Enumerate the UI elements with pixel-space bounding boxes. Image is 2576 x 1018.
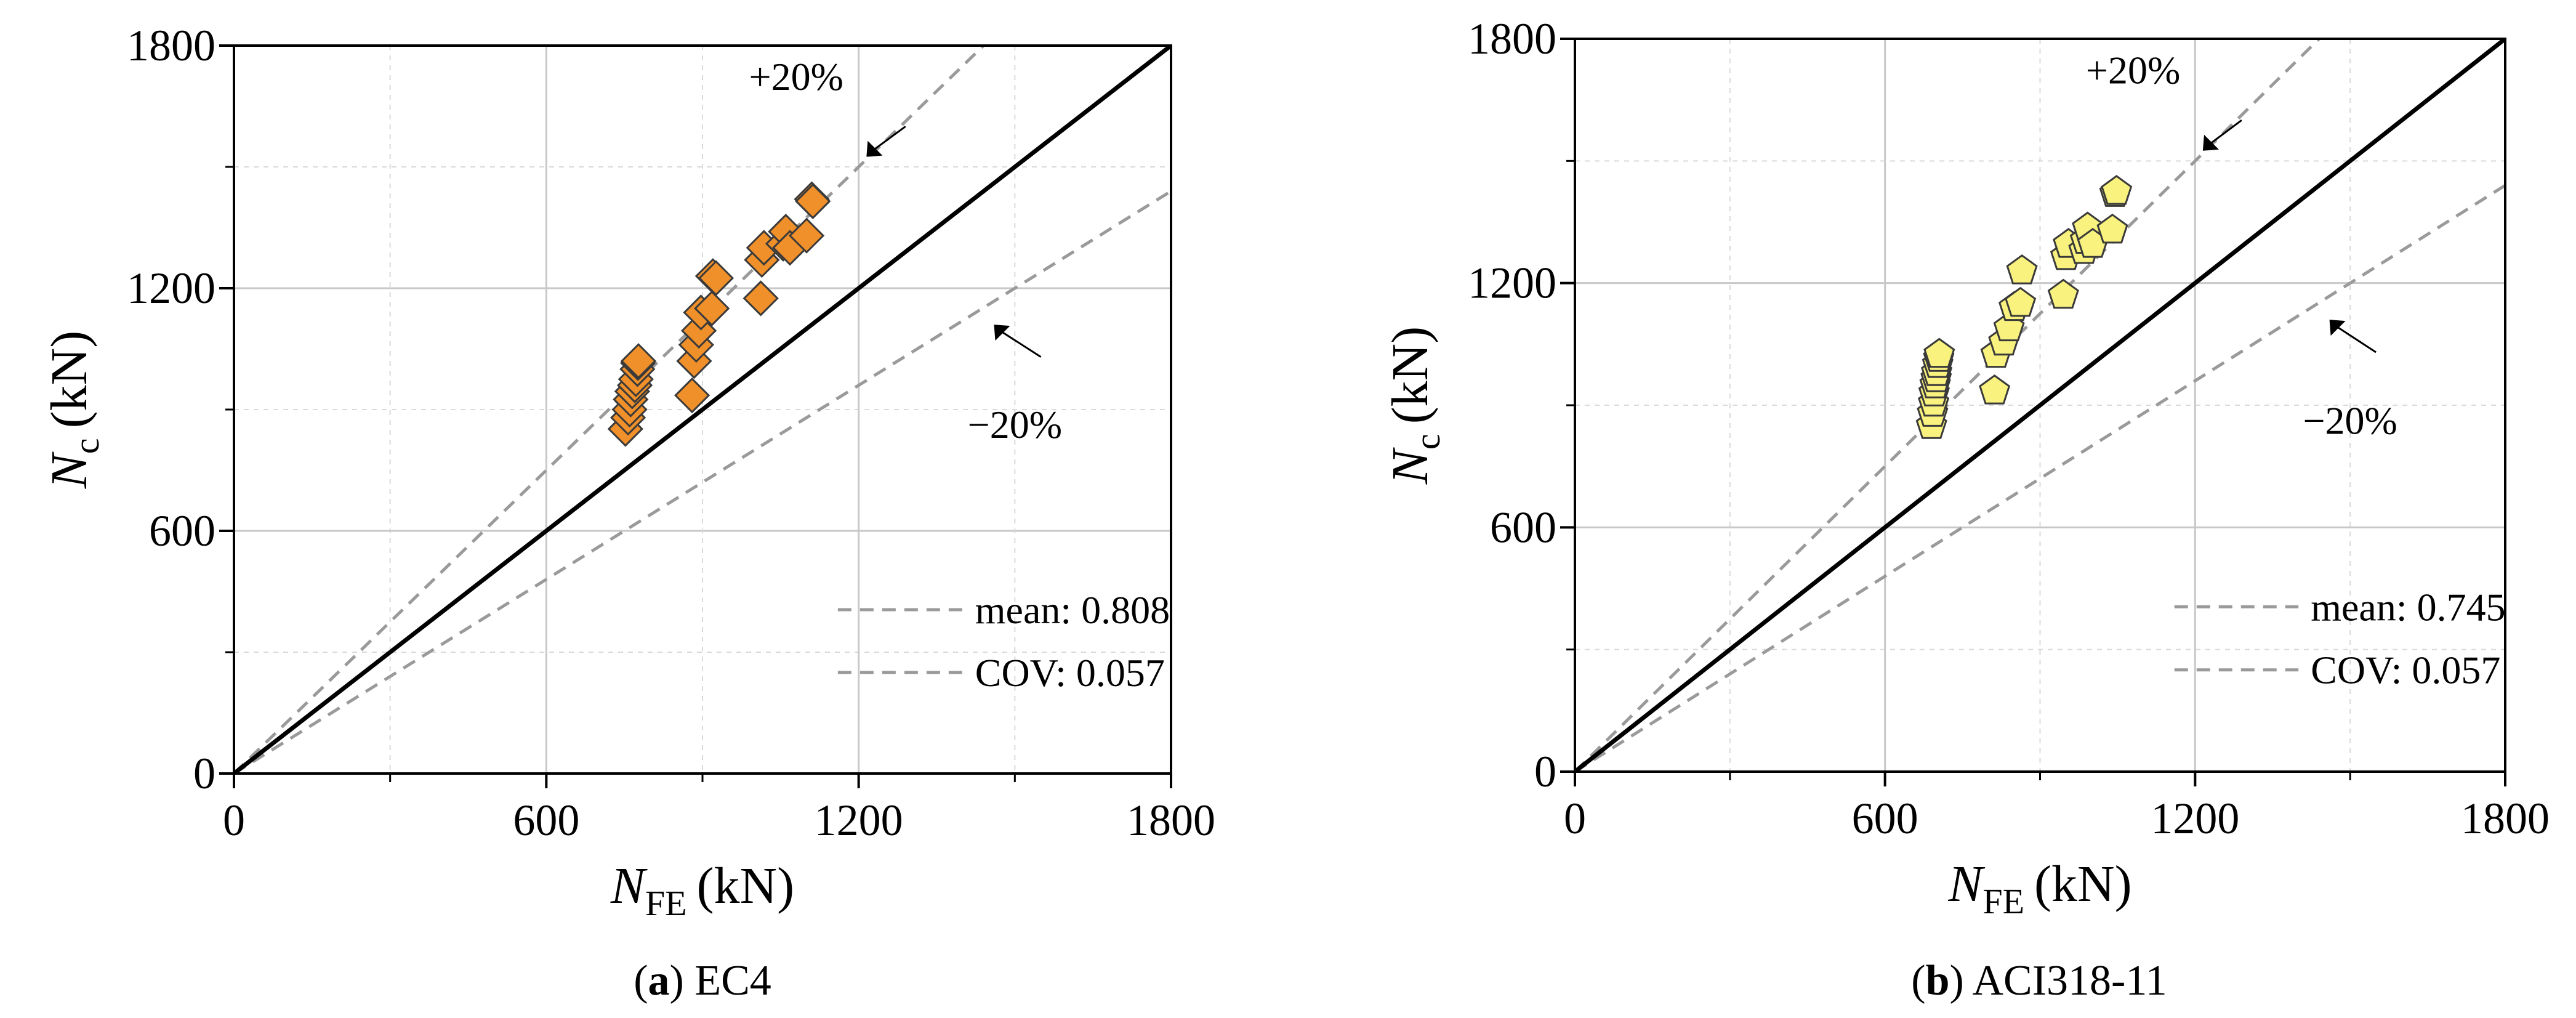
panel-a-data-point — [694, 290, 730, 326]
panel-a-caption-open: ( — [634, 957, 648, 1004]
panel-a-equality-line — [234, 46, 1171, 774]
panel-a-x-tick-label: 0 — [223, 796, 245, 845]
panel-a-x-axis-title: NFE (kN) — [610, 857, 794, 923]
panel-b-lower-20-percent-line — [1575, 184, 2505, 772]
panel-b-caption-letter: b — [1926, 957, 1950, 1004]
panel-b-x-axis-title-sub: FE — [1982, 881, 2024, 921]
panel-b-y-axis-title-unit: (kN) — [1382, 326, 1439, 424]
panel-a-data-point — [698, 260, 735, 296]
panel-b-x-axis-title-main: N — [1947, 855, 1985, 913]
panel-b-data-point — [2096, 213, 2128, 244]
panel-a-data-point — [620, 343, 657, 379]
panel-b-data-point — [2006, 254, 2038, 285]
panel-b-reference-lines — [1575, 39, 2505, 772]
panel-b-data-point — [2101, 175, 2133, 205]
panel-b-upper-arrow-shaft — [2208, 119, 2242, 146]
panel-a-data-points — [607, 181, 831, 447]
panel-b-data-point — [1923, 337, 1955, 368]
panel-a-x-axis-title-sub: FE — [645, 883, 687, 923]
panel-a-lower-arrow-head — [994, 325, 1010, 341]
panel-a-upper-20-percent-label: +20% — [749, 55, 843, 99]
panel-b-data-point — [2047, 278, 2079, 309]
panel-a-y-axis-title-main: N — [41, 451, 98, 489]
panel-b-upper-20-percent-label: +20% — [2086, 49, 2180, 92]
panel-a-caption-letter: a — [648, 957, 670, 1004]
panel-a-x-tick-label: 600 — [513, 796, 579, 845]
panel-b-caption-text: ACI318-11 — [1972, 957, 2167, 1004]
panel-a-caption-text: EC4 — [694, 957, 771, 1004]
panel-a-legend-mean-text: mean: 0.808 — [975, 588, 1170, 632]
panel-a-x-axis-title-main: N — [610, 857, 648, 915]
panel-b-caption: (b) ACI318-11 — [1911, 957, 2167, 1004]
panel-a-x-axis-title-unit: (kN) — [697, 857, 795, 915]
panel-a-y-tick-label: 0 — [193, 749, 215, 798]
panel-b-legend-cov-text: COV: 0.057 — [2311, 648, 2500, 692]
panel-b-lower-arrow-head — [2329, 320, 2346, 336]
panel-b-data-points — [1915, 175, 2133, 439]
panel-b-y-axis-title-main: N — [1382, 447, 1439, 485]
panel-b-x-axis-title-unit: (kN) — [2034, 855, 2132, 913]
panel-b-upper-arrow-head — [2202, 134, 2219, 151]
panel-a-upper-arrow-shaft — [872, 126, 906, 151]
panel-b-y-tick-label: 600 — [1490, 503, 1556, 552]
panel-b-y-tick-label: 1800 — [1468, 14, 1556, 63]
panel-b-legend-mean-text: mean: 0.745 — [2311, 585, 2505, 629]
panel-a-legend-cov-text: COV: 0.057 — [975, 651, 1165, 695]
panel-a-y-axis-title: Nc (kN) — [41, 331, 107, 489]
panel-a-x-tick-label: 1200 — [815, 796, 903, 845]
panel-b-x-tick-label: 1200 — [2151, 794, 2239, 843]
panel-b-upper-20-percent-line — [1575, 39, 2322, 772]
panel-a-data-point — [788, 217, 825, 254]
panel-b-lower-arrow-shaft — [2335, 325, 2377, 353]
panel-b-x-axis-title: NFE (kN) — [1947, 855, 2131, 921]
panel-a-upper-arrow-head — [866, 140, 883, 157]
panel-b-data-point — [1979, 374, 2011, 405]
panel-a-caption-close: ) — [670, 957, 695, 1004]
panel-b-lower-20-percent-label: −20% — [2303, 398, 2397, 442]
panel-b-equality-line — [1575, 39, 2505, 772]
panel-a-y-axis-title-sub: c — [66, 438, 107, 454]
panel-a-lower-20-percent-line — [234, 190, 1171, 774]
panel-a-data-point — [795, 183, 831, 219]
panel-b-y-axis-title-sub: c — [1407, 434, 1447, 450]
panel-b-caption-close: ) — [1950, 957, 1973, 1004]
panel-a-data-point — [743, 280, 779, 317]
panel-b-data-point — [2005, 286, 2037, 317]
panel-b-y-tick-label: 1200 — [1468, 259, 1556, 308]
panel-b-y-axis-title: Nc (kN) — [1382, 326, 1447, 485]
panel-b-x-tick-label: 0 — [1564, 794, 1586, 843]
panel-a-lower-arrow-shaft — [999, 329, 1042, 358]
panel-a-x-tick-label: 1800 — [1127, 796, 1215, 845]
panel-a-y-tick-label: 1800 — [127, 21, 215, 70]
panel-a-y-tick-label: 1200 — [127, 264, 215, 313]
panel-b-y-tick-label: 0 — [1534, 747, 1556, 796]
panel-a-data-point — [674, 377, 710, 414]
panel-a-lower-20-percent-label: −20% — [968, 403, 1062, 446]
panel-b-x-tick-label: 600 — [1852, 794, 1918, 843]
panel-a-y-axis-title-unit: (kN) — [41, 331, 98, 429]
panel-b-caption-open: ( — [1911, 957, 1925, 1004]
panel-b-x-tick-label: 1800 — [2461, 794, 2550, 843]
panel-a-y-tick-label: 600 — [149, 506, 215, 555]
panel-a-caption: (a) EC4 — [634, 957, 771, 1004]
